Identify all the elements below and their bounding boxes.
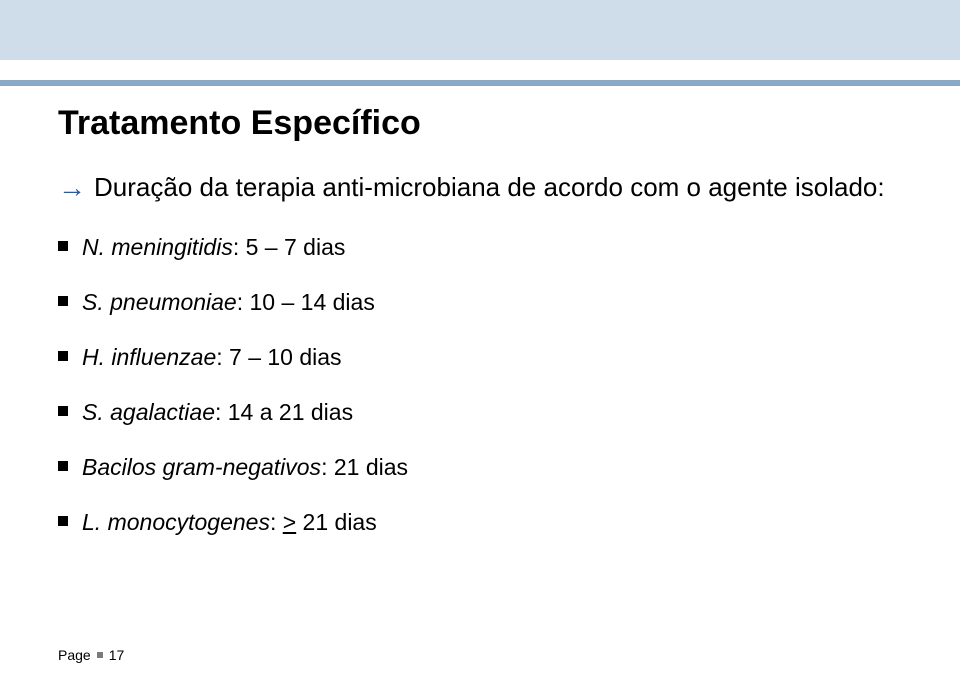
item-rest: : 10 – 14 dias	[237, 289, 375, 315]
footer-square-icon	[97, 652, 103, 658]
list-item-text: N. meningitidis: 5 – 7 dias	[82, 232, 345, 263]
page-footer: Page 17	[58, 647, 124, 663]
bullet-icon	[58, 351, 68, 361]
item-underline: >	[283, 509, 296, 535]
item-rest-pre: :	[270, 509, 283, 535]
list-item: H. influenzae: 7 – 10 dias	[58, 342, 878, 373]
list-item-text: H. influenzae: 7 – 10 dias	[82, 342, 342, 373]
item-rest: : 5 – 7 dias	[233, 234, 346, 260]
bullet-icon	[58, 296, 68, 306]
bullet-icon	[58, 516, 68, 526]
item-rest: : 14 a 21 dias	[215, 399, 353, 425]
list-item-text: Bacilos gram-negativos: 21 dias	[82, 452, 408, 483]
footer-label: Page	[58, 647, 91, 663]
item-prefix: N. meningitidis	[82, 234, 233, 260]
item-prefix: L. monocytogenes	[82, 509, 270, 535]
list-item: S. agalactiae: 14 a 21 dias	[58, 397, 878, 428]
item-prefix: S. agalactiae	[82, 399, 215, 425]
item-rest: : 7 – 10 dias	[216, 344, 341, 370]
intro-text: Duração da terapia anti-microbiana de ac…	[94, 172, 885, 203]
bullet-icon	[58, 241, 68, 251]
list-item: L. monocytogenes: > 21 dias	[58, 507, 878, 538]
slide: Tratamento Específico → Duração da terap…	[0, 0, 960, 691]
list-item: N. meningitidis: 5 – 7 dias	[58, 232, 878, 263]
intro-line: → Duração da terapia anti-microbiana de …	[58, 172, 885, 203]
header-band-line	[0, 80, 960, 86]
item-rest: : 21 dias	[321, 454, 408, 480]
list-item-text: S. pneumoniae: 10 – 14 dias	[82, 287, 375, 318]
item-prefix: H. influenzae	[82, 344, 216, 370]
bullet-icon	[58, 461, 68, 471]
slide-title: Tratamento Específico	[58, 104, 421, 143]
list-item: Bacilos gram-negativos: 21 dias	[58, 452, 878, 483]
item-rest-post: 21 dias	[296, 509, 377, 535]
list-item-text: S. agalactiae: 14 a 21 dias	[82, 397, 353, 428]
footer-page-number: 17	[109, 647, 125, 663]
arrow-icon: →	[58, 174, 86, 202]
bullet-icon	[58, 406, 68, 416]
item-prefix: S. pneumoniae	[82, 289, 237, 315]
bullet-list: N. meningitidis: 5 – 7 dias S. pneumonia…	[58, 232, 878, 562]
list-item-text: L. monocytogenes: > 21 dias	[82, 507, 377, 538]
header-band-light	[0, 0, 960, 60]
list-item: S. pneumoniae: 10 – 14 dias	[58, 287, 878, 318]
item-prefix: Bacilos gram-negativos	[82, 454, 321, 480]
